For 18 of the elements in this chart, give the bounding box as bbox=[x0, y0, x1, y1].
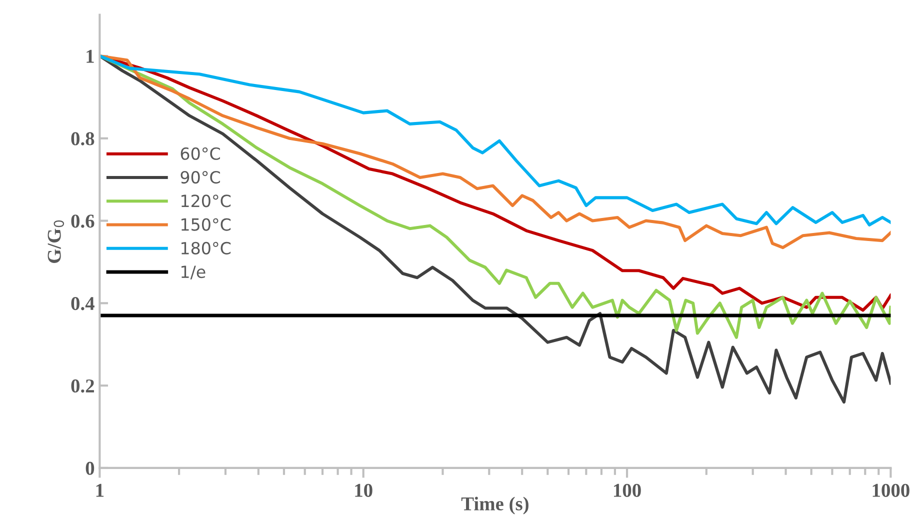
y-tick-label: 0.8 bbox=[71, 132, 94, 146]
legend-label: 180°C bbox=[182, 242, 231, 254]
legend-label: 150°C bbox=[182, 218, 231, 231]
x-tick-label: 1 bbox=[96, 484, 104, 497]
x-axis-title: Time (s) bbox=[461, 496, 528, 514]
y-tick-label: 0.6 bbox=[71, 214, 94, 228]
y-tick-label: 1 bbox=[86, 50, 94, 63]
y-tick-label: 0.4 bbox=[71, 296, 94, 310]
y-tick-label: 0 bbox=[86, 462, 94, 475]
x-tick-label: 10 bbox=[355, 484, 372, 497]
legend-label: 60°C bbox=[180, 147, 220, 160]
x-tick-label: 100 bbox=[614, 484, 641, 497]
y-tick-label: 0.2 bbox=[71, 379, 94, 393]
legend-label: 120°C bbox=[182, 194, 231, 208]
legend-label: 1/e bbox=[182, 266, 206, 280]
x-tick-label: 1000 bbox=[872, 484, 910, 497]
legend-label: 90°C bbox=[180, 170, 220, 184]
y-axis-title: G/G$_{0}$ bbox=[48, 220, 64, 263]
